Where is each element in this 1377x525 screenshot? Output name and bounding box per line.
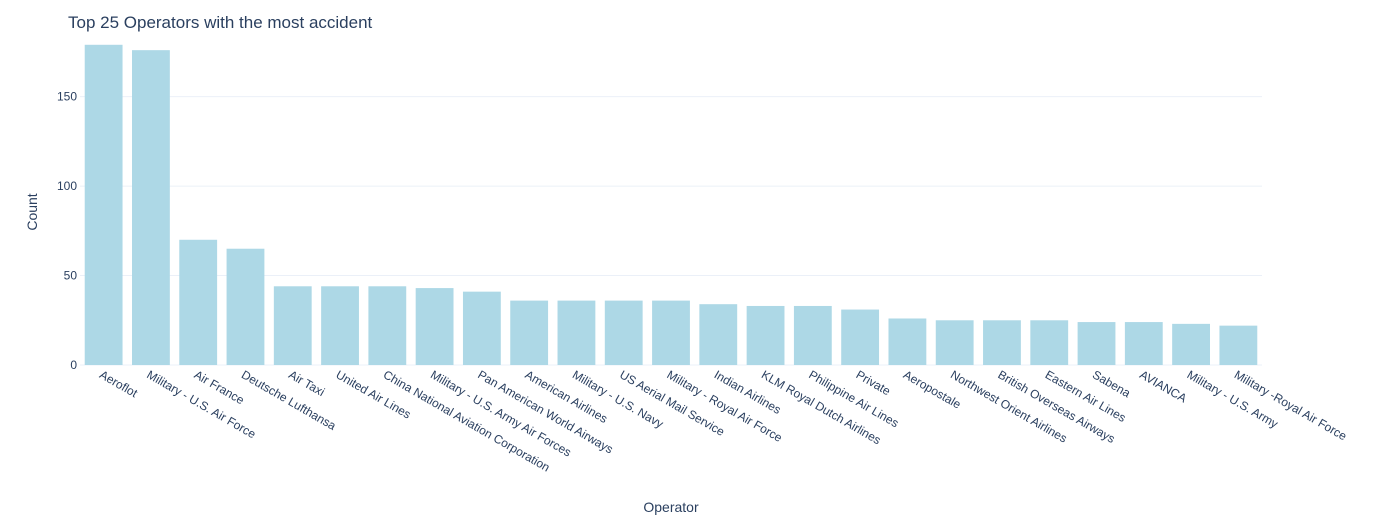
x-tick-label: AVIANCA bbox=[1137, 367, 1189, 405]
bar[interactable] bbox=[557, 300, 596, 365]
bar[interactable] bbox=[1030, 320, 1069, 365]
chart-title: Top 25 Operators with the most accident bbox=[68, 13, 373, 32]
x-tick-label: Aeroflot bbox=[97, 367, 140, 400]
bar[interactable] bbox=[935, 320, 974, 365]
bar[interactable] bbox=[415, 288, 454, 365]
y-tick-label: 0 bbox=[70, 358, 77, 372]
bar[interactable] bbox=[652, 300, 690, 365]
bar[interactable] bbox=[888, 318, 927, 365]
x-axis-title: Operator bbox=[643, 499, 699, 515]
bar[interactable] bbox=[84, 44, 123, 366]
bar[interactable] bbox=[510, 300, 549, 365]
bar[interactable] bbox=[983, 320, 1021, 365]
bar[interactable] bbox=[841, 309, 880, 365]
bar[interactable] bbox=[1172, 323, 1210, 365]
y-tick-label: 100 bbox=[57, 179, 77, 193]
bar[interactable] bbox=[1124, 322, 1163, 365]
bar[interactable] bbox=[1219, 325, 1258, 365]
bar[interactable] bbox=[604, 300, 643, 365]
bar[interactable] bbox=[321, 286, 359, 365]
y-axis-ticks: 0 50 100 150 bbox=[57, 90, 77, 372]
bar[interactable] bbox=[179, 239, 218, 365]
y-tick-label: 50 bbox=[64, 269, 78, 283]
bar[interactable] bbox=[226, 248, 265, 365]
bar[interactable] bbox=[1077, 322, 1116, 365]
y-axis-title: Count bbox=[24, 193, 40, 230]
bar[interactable] bbox=[699, 304, 738, 365]
bar[interactable] bbox=[368, 286, 407, 365]
bar[interactable] bbox=[746, 305, 785, 365]
bars bbox=[84, 44, 1258, 366]
bar[interactable] bbox=[132, 50, 170, 366]
bar[interactable] bbox=[793, 305, 832, 365]
bar[interactable] bbox=[273, 286, 312, 365]
bar[interactable] bbox=[462, 291, 501, 365]
y-tick-label: 150 bbox=[57, 90, 77, 104]
